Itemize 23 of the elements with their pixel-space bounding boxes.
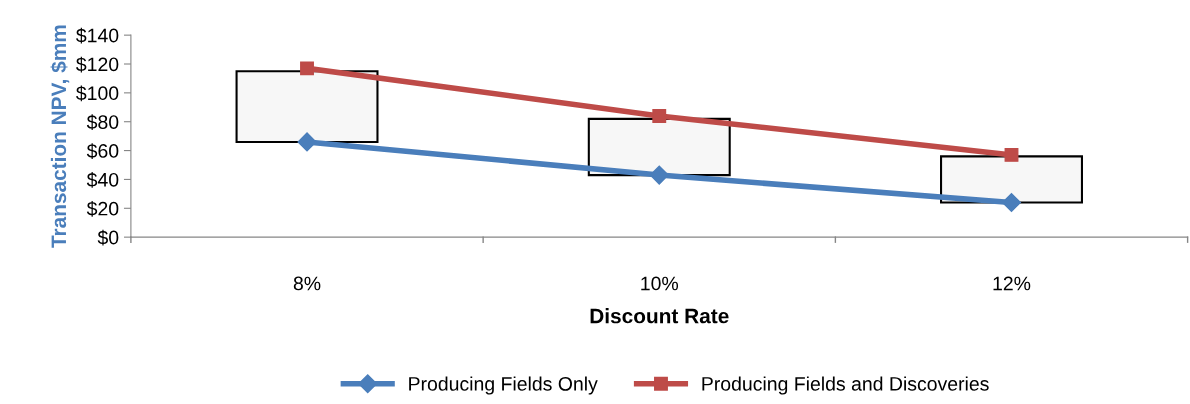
x-tick-label: 8% [293, 276, 321, 291]
point [1001, 192, 1022, 213]
x-tick-label: 10% [641, 276, 679, 291]
y-tick-label: $100 [76, 85, 119, 102]
y-tick-label: $140 [76, 27, 119, 44]
y-tick-label: $40 [86, 172, 119, 188]
y-tick-label: $20 [86, 200, 119, 217]
legend-label: Producing Fields Only [409, 376, 598, 395]
point [652, 109, 667, 123]
point [297, 132, 317, 152]
y-tick-label: $120 [76, 56, 119, 73]
point [649, 165, 669, 185]
point [1004, 147, 1019, 162]
legend-label: Producing Fields and Discoveries [702, 376, 989, 395]
y-axis-title: Transaction NPV, $mm [50, 25, 70, 248]
x-tick-label: 12% [993, 276, 1031, 291]
bar [940, 155, 1083, 204]
bar [235, 70, 379, 143]
y-tick-label: $0 [97, 229, 119, 246]
y-tick-label: $60 [86, 143, 119, 159]
point [300, 61, 314, 76]
x-axis-title: Discount Rate [590, 308, 729, 324]
y-tick-label: $80 [86, 114, 119, 131]
